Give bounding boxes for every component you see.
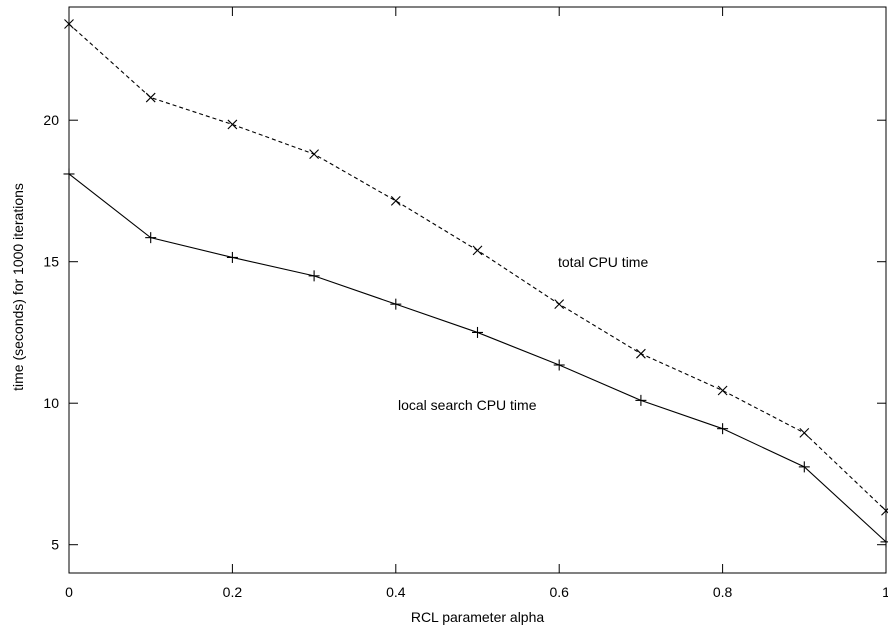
data-point [554,299,565,310]
data-point [553,359,565,371]
x-tick-label: 0.8 [713,584,733,600]
x-axis-title: RCL parameter alpha [411,609,545,625]
data-point [799,428,810,438]
data-point [472,326,483,338]
x-tick-label: 1 [882,584,888,600]
x-tick-label: 0.2 [223,584,243,600]
data-point [880,536,888,548]
data-point [145,92,156,103]
data-point [63,168,75,180]
data-point [717,385,728,396]
data-point [798,461,810,473]
x-tick-label: 0.6 [549,584,569,600]
y-tick-label: 10 [43,395,59,411]
y-tick-label: 20 [43,112,59,128]
x-tick-label: 0.4 [386,584,406,600]
series-markers [63,19,888,548]
annotation-local-search-cpu-time: local search CPU time [398,397,537,413]
annotation-total-cpu-time: total CPU time [558,254,648,270]
data-point [717,423,729,435]
series-line-1 [68,173,887,543]
data-point [635,394,647,406]
data-point [64,19,74,29]
x-tick-label: 0 [65,584,73,600]
plot-frame [68,6,887,574]
data-point [472,245,483,256]
data-point [881,505,888,516]
data-point [390,298,402,310]
data-point [636,348,646,359]
data-point [309,149,319,160]
data-point [227,119,238,130]
y-axis-title: time (seconds) for 1000 iterations [10,183,26,391]
series-line-0 [68,23,887,512]
y-tick-label: 15 [43,254,59,270]
data-point [145,232,157,244]
series-lines [68,23,887,543]
data-point [390,195,401,206]
y-tick-label: 5 [51,537,59,553]
data-point [226,251,238,263]
data-point [308,270,320,282]
